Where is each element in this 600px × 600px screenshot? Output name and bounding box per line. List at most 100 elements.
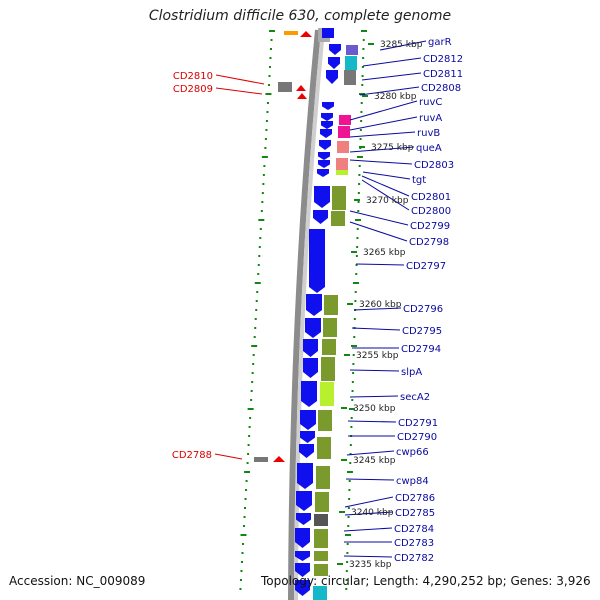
tick-dot [245,489,248,491]
cds-arrow [313,210,328,224]
kbp-tick [347,303,353,305]
cds-arrow [303,358,318,378]
gene-label-cwp84: cwp84 [396,476,429,487]
tick-dot [361,84,364,86]
tick-dot [269,48,272,50]
gene-label-cd2798: CD2798 [409,237,449,248]
tick-dot [258,246,261,248]
tick-dot [259,228,262,230]
feature-olive [332,186,346,210]
tick-major [251,345,258,347]
cds-arrow [322,102,334,110]
tick-major [348,408,355,410]
kbp-label: 3245 kbp [353,456,396,466]
kbp-label: 3265 kbp [363,248,406,258]
leader-line [349,221,408,242]
tick-dot [253,336,256,338]
cds-arrow [300,410,316,430]
gene-label-cd2782: CD2782 [394,553,434,564]
tick-dot [244,507,247,509]
tick-dot [361,75,364,77]
label-leader-lines [214,40,427,565]
leader-line [361,175,410,197]
feature-olive [317,437,331,459]
tick-dot [261,201,264,203]
tick-dot [354,291,357,293]
cds-arrow [314,186,330,208]
tick-dot [247,444,250,446]
tick-dot [348,489,351,491]
kbp-label: 3280 kbp [374,92,417,102]
map-title: Clostridium difficile 630, complete geno… [148,8,452,24]
cds-arrow [320,129,332,138]
leader-line [349,210,409,226]
cds-arrow [309,229,325,293]
tick-dot [264,138,267,140]
tick-dot [262,174,265,176]
leader-line [355,263,405,266]
gene-label-cd2783: CD2783 [394,538,434,549]
feature-lime [320,382,334,406]
tick-dot [255,300,258,302]
gene-label-cd2809: CD2809 [173,84,213,95]
leader-line [362,171,411,180]
gene-label-cwp66: cwp66 [396,447,429,458]
cds-arrow [319,140,331,150]
tick-dot [345,588,348,590]
cds-arrow [301,381,317,407]
tick-dot [260,210,263,212]
red-triangle-feature [300,31,312,37]
gene-label-cd2808: CD2808 [421,83,461,94]
tick-dot [264,147,267,149]
tick-dot [262,183,265,185]
feature-labels: 3285 kbp 3280 kbp 3275 kbp 3270 kbp 3265 kbp… [172,37,463,570]
tick-dot [346,552,349,554]
feature-orange [284,31,298,35]
cds-arrow [297,463,313,489]
red-triangle-feature [273,456,285,462]
cds-arrow [318,152,330,160]
leader-line [346,450,395,456]
tick-dot [357,192,360,194]
feature-olive [316,466,330,489]
cds-arrow [303,339,318,357]
feature-olive [322,339,336,355]
tick-dot [268,75,271,77]
cds-arrow [299,444,314,458]
gene-label-cd2784: CD2784 [394,524,434,535]
tick-dot [251,372,254,374]
tick-major [247,408,254,410]
gene-label-cd2791: CD2791 [398,418,438,429]
tick-dot [250,390,253,392]
feature-track [254,31,358,600]
gene-label-cd2797: CD2797 [406,261,446,272]
leader-line [344,496,394,508]
backbone-top-blue [322,28,334,38]
gene-label-cd2812: CD2812 [423,54,463,65]
tick-major [254,282,261,284]
tick-dot [355,255,358,257]
red-triangle-feature [297,93,307,99]
tick-dot [356,246,359,248]
cds-arrow [296,513,311,525]
tick-dot [347,525,350,527]
gene-label-cd2788: CD2788 [172,450,212,461]
tick-dot [348,480,351,482]
kbp-label: 3260 kbp [359,300,402,310]
accession-text: Accession: NC_009089 [9,574,146,588]
gene-label-cd2811: CD2811 [423,69,463,80]
tick-dot [360,120,363,122]
tick-dot [254,318,257,320]
gene-label-cd2810: CD2810 [173,71,213,82]
tick-dot [346,543,349,545]
tick-dot [257,264,260,266]
feature-cyan [313,586,327,600]
tick-dot [239,579,242,581]
leader-line-left [214,453,243,460]
gene-label-quea: queA [416,143,442,154]
tick-dot [355,273,358,275]
leader-line [361,179,410,211]
tick-dot [351,381,354,383]
kbp-tick [337,563,343,565]
backbone-inner [288,29,321,600]
